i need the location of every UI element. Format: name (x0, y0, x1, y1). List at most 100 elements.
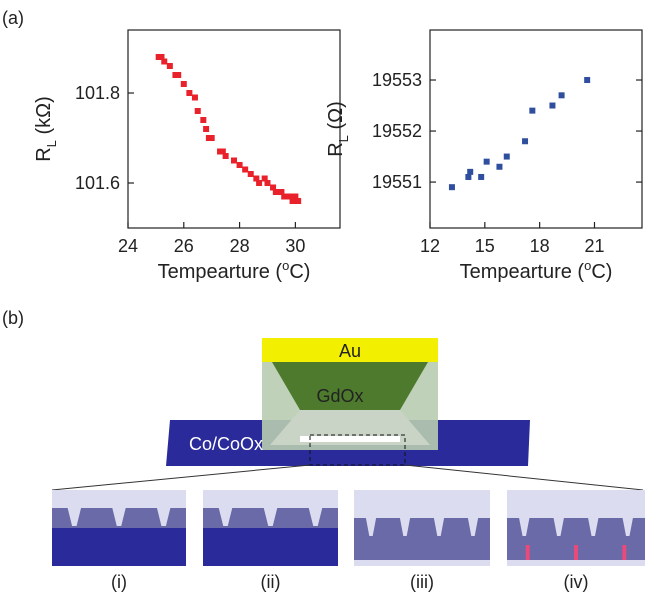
device-diagram: Au GdOx Co/CoOx (51, 338, 644, 491)
chart: 24 26 28 30 101.6 101.8 Tempearture (oC) RL (kΩ… (33, 29, 341, 283)
point (175, 72, 182, 78)
point (264, 180, 271, 186)
point (247, 171, 254, 177)
inset-teeth (507, 518, 645, 560)
insets: (i) (ii) (iii) (iv) (52, 490, 645, 592)
point (467, 168, 474, 175)
y-label-part: L (44, 140, 59, 147)
y-label-part: R (325, 142, 347, 156)
point (522, 138, 529, 145)
x-label-part: Tempearture ( (158, 261, 283, 283)
filament (622, 545, 627, 560)
x-axis-label: Tempearture (oC) (158, 258, 311, 283)
interface (300, 436, 400, 442)
inset-co (52, 528, 186, 566)
gdox-core (272, 362, 428, 410)
layer-label: Au (339, 341, 361, 361)
inset-teeth (354, 518, 490, 560)
x-label-part: C) (591, 261, 612, 283)
filament (574, 545, 578, 560)
point (270, 184, 277, 191)
x-label-part: o (282, 258, 289, 273)
point (292, 193, 299, 200)
point (261, 175, 268, 182)
point (529, 107, 536, 114)
point (584, 77, 591, 84)
point (158, 54, 165, 60)
point (208, 135, 215, 141)
filament (525, 545, 530, 560)
y-label-part: R (33, 147, 55, 161)
point (194, 108, 201, 114)
point (242, 166, 249, 173)
point (448, 184, 455, 191)
inset-label: (i) (111, 572, 127, 592)
inset-label: (iv) (564, 572, 589, 592)
point (186, 90, 193, 96)
point (286, 193, 293, 200)
point (219, 148, 226, 155)
point (272, 189, 279, 195)
point (191, 94, 198, 101)
x-label-part: Tempearture ( (460, 261, 585, 283)
point (166, 63, 173, 69)
plot-frame (127, 29, 341, 229)
x-label-part: C) (289, 261, 310, 283)
chart: 12 15 18 21 19551 19552 19553 Tempearture (oC) R… (325, 29, 643, 283)
y-tick-label: 101.6 (75, 173, 120, 193)
x-tick-label: 15 (475, 236, 495, 256)
point (558, 92, 565, 99)
point (278, 189, 285, 195)
y-label-part: (Ω) (325, 101, 347, 135)
zoom-box (309, 434, 406, 466)
point (281, 193, 288, 200)
zoom-line (51, 464, 311, 491)
x-tick-label: 24 (118, 236, 138, 256)
point (483, 158, 490, 165)
x-axis-label: Tempearture (oC) (460, 258, 613, 283)
inset-label: (iii) (410, 572, 434, 592)
inset: (iii) (354, 490, 490, 592)
x-label-part: o (584, 258, 591, 273)
point (253, 175, 260, 182)
x-tick-label: 21 (584, 236, 604, 256)
point (465, 173, 472, 180)
point (478, 173, 485, 180)
inset: (iv) (507, 490, 645, 592)
panel-label: (b) (2, 308, 24, 328)
point (236, 162, 243, 168)
y-tick-label: 19552 (372, 121, 422, 141)
inset-teeth (203, 508, 338, 528)
plot-frame (429, 29, 643, 229)
inset: (i) (52, 490, 186, 592)
y-axis-label: RL (Ω) (325, 101, 351, 157)
point (180, 81, 187, 87)
point (256, 180, 263, 186)
x-tick-label: 26 (174, 236, 194, 256)
layer-label: Co/CoOx (189, 434, 263, 454)
point (295, 198, 302, 204)
point (231, 157, 237, 164)
x-tick-label: 30 (285, 236, 305, 256)
point (496, 163, 503, 170)
panel-label: (a) (2, 8, 24, 28)
inset-teeth (52, 508, 186, 528)
point (503, 153, 510, 160)
y-tick-label: 19551 (372, 172, 422, 192)
point (549, 102, 556, 109)
y-axis-label: RL (kΩ) (33, 96, 59, 162)
x-tick-label: 18 (530, 236, 550, 256)
layer-label: GdOx (316, 386, 363, 406)
y-tick-label: 101.8 (75, 83, 120, 103)
point (289, 198, 296, 204)
inset: (ii) (203, 490, 338, 592)
zoom-line (404, 464, 644, 491)
point (161, 58, 168, 65)
y-label-part: L (336, 135, 351, 142)
point (200, 117, 207, 123)
x-tick-label: 28 (230, 236, 250, 256)
x-tick-label: 12 (420, 236, 440, 256)
point (203, 126, 210, 132)
y-label-part: (kΩ) (33, 96, 55, 140)
